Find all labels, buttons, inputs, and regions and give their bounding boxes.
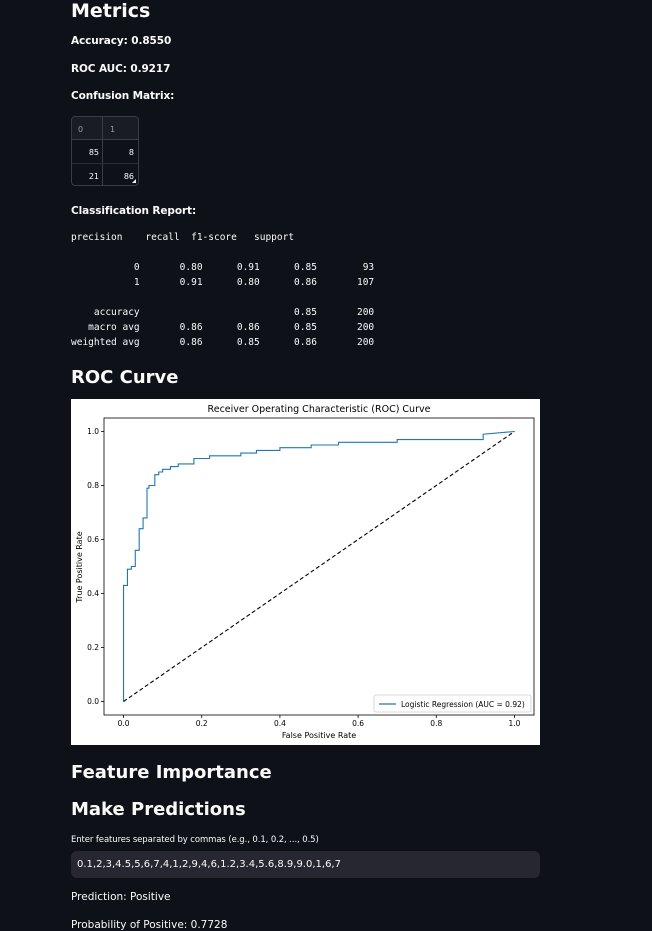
confusion-matrix-header [72, 117, 138, 140]
resize-handle-icon[interactable] [132, 179, 136, 183]
legend-label: Logistic Regression (AUC = 0.92) [401, 700, 525, 709]
prediction-result: Prediction: Positive [71, 891, 171, 903]
plot-frame [103, 417, 535, 716]
roc-chart: Receiver Operating Characteristic (ROC) … [71, 399, 540, 745]
feature-importance-heading: Feature Importance [71, 762, 272, 783]
probability-result: Probability of Positive: 0.7728 [71, 919, 228, 931]
features-input[interactable] [71, 851, 540, 878]
y-axis-label: True Positive Rate [75, 531, 84, 603]
features-input-label: Enter features separated by commas (e.g.… [71, 835, 319, 845]
y-tick-label: 0.4 [87, 589, 99, 598]
confusion-matrix-label: Confusion Matrix: [71, 90, 175, 102]
roc-heading: ROC Curve [71, 367, 179, 388]
confusion-cell: 86 [123, 172, 134, 181]
metrics-heading: Metrics [71, 0, 151, 22]
y-tick-label: 0.8 [87, 481, 99, 490]
legend-box [373, 694, 532, 713]
roc-auc-text: ROC AUC: 0.9217 [71, 63, 171, 75]
chart-title: Receiver Operating Characteristic (ROC) … [208, 404, 431, 415]
accuracy-text: Accuracy: 0.8550 [71, 35, 172, 47]
y-tick-label: 0.6 [87, 535, 99, 544]
chance-line [123, 431, 515, 702]
x-tick-label: 0.8 [430, 719, 442, 728]
confusion-cell: 8 [128, 148, 134, 157]
x-tick-label: 0.0 [118, 719, 130, 728]
chart-legend: Logistic Regression (AUC = 0.92) [373, 694, 532, 713]
roc-chart-svg: Receiver Operating Characteristic (ROC) … [75, 404, 535, 740]
confusion-cell: 21 [88, 172, 99, 181]
y-tick-label: 0.0 [87, 697, 99, 706]
y-tick-label: 1.0 [87, 427, 99, 436]
x-tick-label: 1.0 [508, 719, 520, 728]
confusion-matrix-table[interactable]: 0 1 85 8 21 86 [71, 116, 139, 186]
x-axis-label: False Positive Rate [282, 731, 356, 740]
x-tick-label: 0.4 [274, 719, 286, 728]
confusion-col-header-1: 1 [110, 125, 116, 134]
make-predictions-heading: Make Predictions [71, 799, 246, 820]
roc-curve-line [122, 430, 515, 702]
classification-report: precision recall f1-score support 0 0.80… [71, 232, 375, 348]
x-tick-label: 0.6 [352, 719, 364, 728]
confusion-col-header-0: 0 [78, 125, 84, 134]
confusion-cell: 85 [88, 148, 99, 157]
classification-report-label: Classification Report: [71, 205, 197, 217]
y-tick-label: 0.2 [87, 643, 99, 652]
x-tick-label: 0.2 [196, 719, 208, 728]
